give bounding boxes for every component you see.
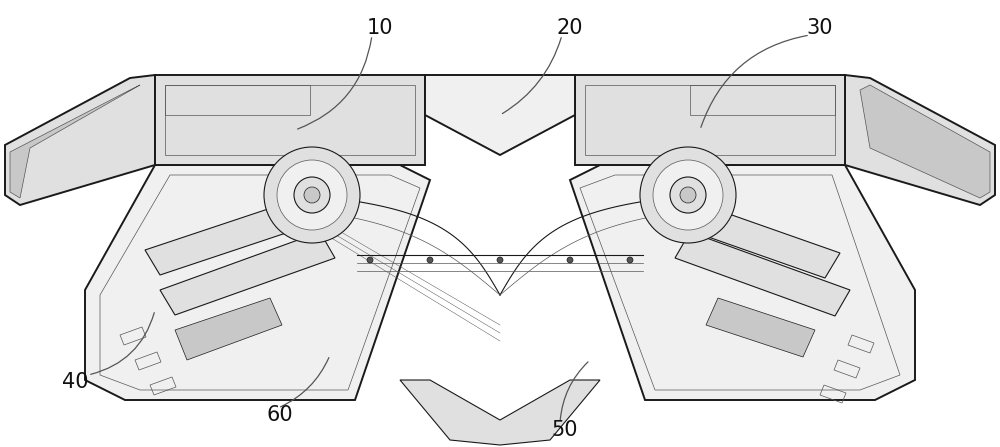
Polygon shape: [5, 75, 155, 205]
Circle shape: [567, 257, 573, 263]
Polygon shape: [570, 165, 915, 400]
Polygon shape: [175, 298, 282, 360]
Polygon shape: [706, 298, 815, 357]
Circle shape: [277, 160, 347, 230]
Text: 20: 20: [557, 18, 583, 38]
Polygon shape: [145, 195, 325, 275]
Text: 30: 30: [807, 18, 833, 38]
Circle shape: [264, 147, 360, 243]
Polygon shape: [660, 195, 840, 278]
Circle shape: [367, 257, 373, 263]
Polygon shape: [85, 165, 430, 400]
Circle shape: [304, 187, 320, 203]
Circle shape: [627, 257, 633, 263]
Text: 40: 40: [62, 372, 88, 392]
Polygon shape: [155, 75, 425, 165]
Circle shape: [497, 257, 503, 263]
Circle shape: [653, 160, 723, 230]
Circle shape: [294, 177, 330, 213]
Polygon shape: [860, 85, 990, 198]
Polygon shape: [160, 232, 335, 315]
Circle shape: [640, 147, 736, 243]
Circle shape: [670, 177, 706, 213]
Polygon shape: [425, 75, 575, 155]
Polygon shape: [10, 85, 140, 198]
Text: 60: 60: [267, 405, 293, 425]
Polygon shape: [845, 75, 995, 205]
Text: 10: 10: [367, 18, 393, 38]
Text: 50: 50: [552, 420, 578, 440]
Polygon shape: [575, 75, 845, 165]
Polygon shape: [400, 380, 600, 445]
Polygon shape: [675, 232, 850, 316]
Circle shape: [680, 187, 696, 203]
Circle shape: [427, 257, 433, 263]
